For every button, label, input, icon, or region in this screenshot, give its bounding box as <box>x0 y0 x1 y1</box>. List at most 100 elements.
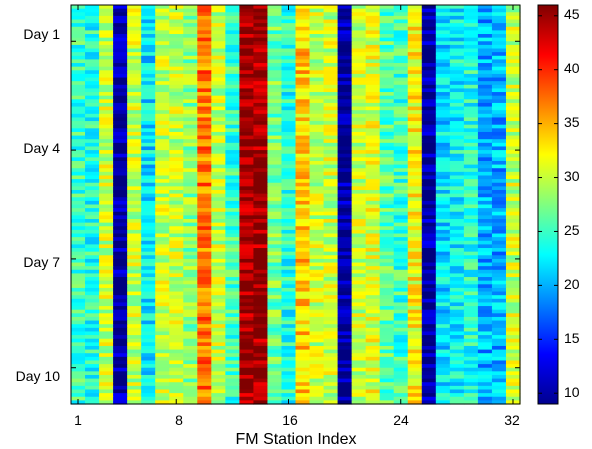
heatmap-cell <box>505 316 521 322</box>
heatmap-cell <box>463 189 479 195</box>
heatmap-cell <box>463 382 479 387</box>
heatmap-cell <box>85 139 100 144</box>
heatmap-cell <box>113 66 128 71</box>
heatmap-cell <box>141 248 156 253</box>
heatmap-cell <box>141 273 156 278</box>
heatmap-cell <box>477 117 493 122</box>
heatmap-cell <box>505 226 521 231</box>
heatmap-cell <box>309 273 325 278</box>
heatmap-cell <box>225 338 240 343</box>
heatmap-cell <box>407 150 423 155</box>
heatmap-cell <box>211 12 226 17</box>
heatmap-cell <box>393 63 409 68</box>
heatmap-cell <box>239 295 255 300</box>
heatmap-cell <box>169 128 184 133</box>
heatmap-cell <box>99 248 114 253</box>
heatmap-cell <box>239 277 255 282</box>
heatmap-cell <box>155 84 170 90</box>
heatmap-cell <box>295 197 311 202</box>
heatmap-cell <box>113 99 128 104</box>
heatmap-cell <box>71 211 86 216</box>
heatmap-cell <box>113 222 128 227</box>
heatmap-cell <box>393 171 409 177</box>
heatmap-cell <box>407 95 423 100</box>
heatmap-cell <box>463 124 479 129</box>
heatmap-cell <box>127 200 142 206</box>
heatmap-cell <box>365 52 381 57</box>
heatmap-cell <box>113 244 128 249</box>
heatmap-cell <box>239 157 255 162</box>
heatmap-cell <box>435 106 451 111</box>
heatmap-cell <box>309 342 325 347</box>
heatmap-cell <box>505 320 521 325</box>
heatmap-cell <box>393 251 409 256</box>
heatmap-cell <box>113 59 128 64</box>
heatmap-cell <box>183 237 198 242</box>
heatmap-cell <box>99 211 114 216</box>
heatmap-cell <box>309 316 325 322</box>
heatmap-cell <box>281 121 297 126</box>
heatmap-cell <box>435 324 451 329</box>
heatmap-cell <box>225 222 240 227</box>
heatmap-cell <box>225 66 240 71</box>
heatmap-cell <box>421 313 437 318</box>
heatmap-cell <box>379 284 395 289</box>
heatmap-cell <box>323 84 339 90</box>
heatmap-cell <box>421 298 437 304</box>
heatmap-cell <box>449 378 465 383</box>
heatmap-cell <box>113 157 128 162</box>
heatmap-cell <box>463 66 479 71</box>
heatmap-cell <box>239 327 255 333</box>
heatmap-cell <box>169 135 184 140</box>
heatmap-cell <box>295 106 311 111</box>
heatmap-cell <box>169 8 184 13</box>
heatmap-cell <box>421 320 437 325</box>
heatmap-cell <box>491 113 507 119</box>
heatmap-cell <box>225 378 240 383</box>
heatmap-cell <box>197 99 212 104</box>
heatmap-cell <box>309 110 325 115</box>
heatmap-cell <box>505 251 521 256</box>
heatmap-cell <box>239 182 255 187</box>
heatmap-cell <box>113 150 128 155</box>
heatmap-cell <box>309 73 325 79</box>
heatmap-cell <box>267 385 283 391</box>
heatmap-cell <box>505 88 521 93</box>
heatmap-cell <box>99 400 114 405</box>
heatmap-cell <box>225 320 240 325</box>
heatmap-cell <box>281 124 297 129</box>
heatmap-cell <box>491 291 507 296</box>
heatmap-cell <box>71 182 86 187</box>
heatmap-cell <box>169 189 184 195</box>
heatmap-cell <box>127 389 142 394</box>
heatmap-cell <box>197 306 212 311</box>
heatmap-cell <box>407 400 423 405</box>
heatmap-cell <box>477 73 493 79</box>
y-axis: Day 1 Day 4 Day 7 Day 10 <box>16 26 520 384</box>
heatmap-cell <box>197 287 212 293</box>
heatmap-cell <box>491 164 507 169</box>
heatmap-cell <box>393 186 409 191</box>
heatmap-cell <box>211 135 226 140</box>
heatmap-cell <box>85 41 100 46</box>
heatmap-cell <box>99 59 114 64</box>
heatmap-cell <box>127 73 142 79</box>
heatmap-cell <box>463 135 479 140</box>
heatmap-cell <box>351 302 367 307</box>
heatmap-cell <box>225 157 240 162</box>
heatmap-cell <box>435 306 451 311</box>
heatmap-cell <box>127 331 142 336</box>
heatmap-cell <box>351 81 367 86</box>
heatmap-cell <box>323 30 339 35</box>
heatmap-cell <box>71 374 86 380</box>
heatmap-cell <box>505 277 521 282</box>
heatmap-cell <box>323 266 339 271</box>
heatmap-cell <box>421 5 437 10</box>
heatmap-cell <box>379 55 395 61</box>
heatmap-cell <box>113 248 128 253</box>
heatmap-cell <box>183 298 198 304</box>
heatmap-cell <box>435 128 451 133</box>
heatmap-cell <box>169 142 184 148</box>
heatmap-cell <box>449 175 465 180</box>
heatmap-cell <box>491 313 507 318</box>
